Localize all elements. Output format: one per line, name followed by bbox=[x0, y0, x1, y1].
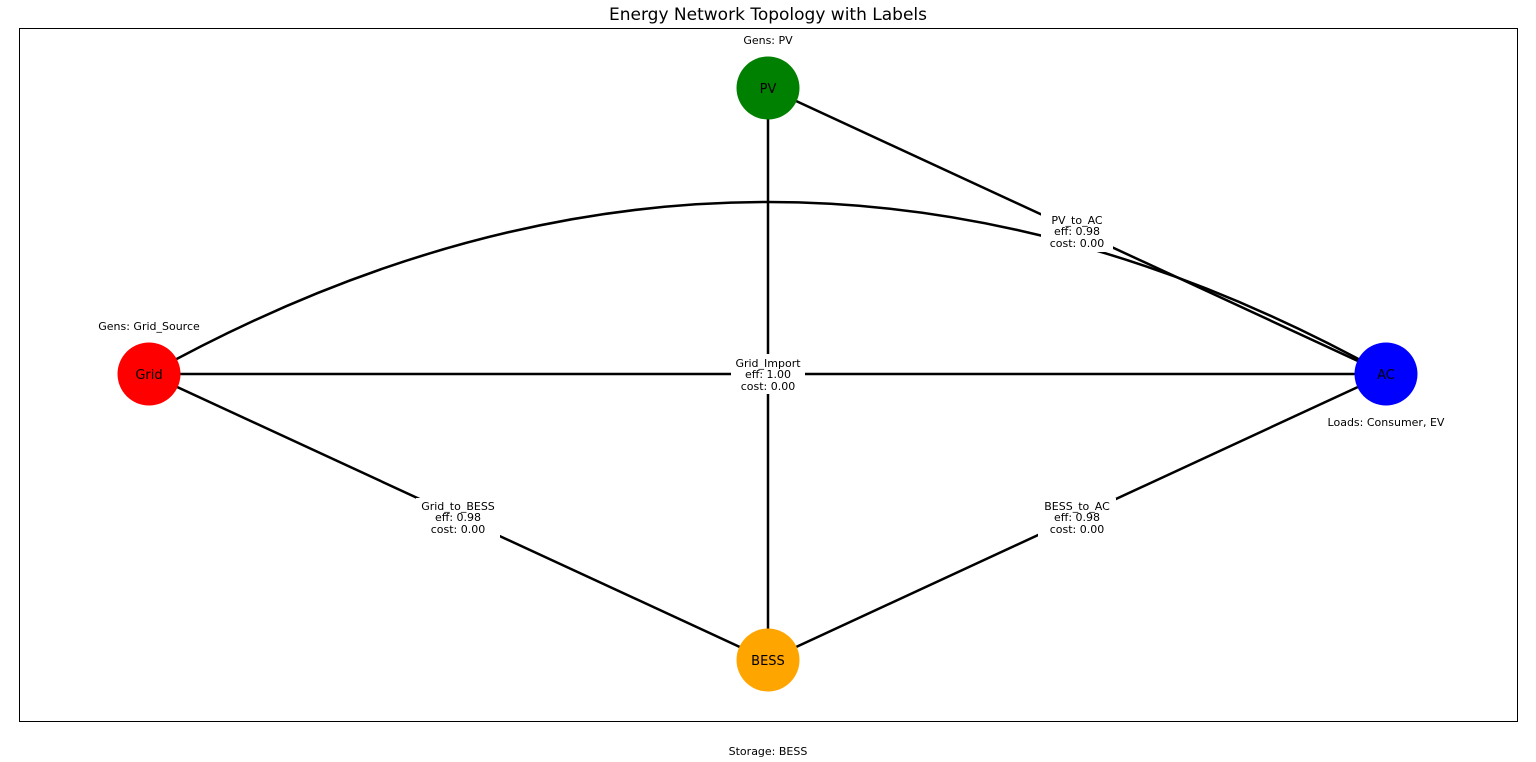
node-bess: BESS bbox=[736, 628, 800, 692]
edge-label-name: BESS_to_AC bbox=[1044, 500, 1110, 513]
edge-label-name: Grid_Import bbox=[735, 357, 801, 370]
node-grid: Grid bbox=[117, 342, 181, 406]
nodes: Grid PV AC BESS bbox=[117, 56, 1418, 692]
edge-label-cost: cost: 0.00 bbox=[431, 523, 486, 536]
edge-label-eff: eff: 0.98 bbox=[1054, 225, 1100, 238]
edge-grid-ac-curved bbox=[148, 200, 1387, 376]
edge-label-bg bbox=[416, 498, 500, 538]
node-circle bbox=[1354, 342, 1418, 406]
node-pv: PV bbox=[736, 56, 800, 120]
node-label: AC bbox=[1377, 368, 1395, 383]
edge-label-cost: cost: 0.00 bbox=[1050, 523, 1105, 536]
edge-label-grid-import: Grid_Import eff: 1.00 cost: 0.00 bbox=[731, 354, 805, 394]
edge-labels: PV_to_AC eff: 0.98 cost: 0.00 Grid_Impor… bbox=[416, 212, 1116, 538]
edge-label-name: PV_to_AC bbox=[1051, 214, 1103, 227]
edge-label-cost: cost: 0.00 bbox=[1050, 237, 1105, 250]
node-ac: AC bbox=[1354, 342, 1418, 406]
node-annotations: Gens: PV Gens: Grid_Source Loads: Consum… bbox=[98, 34, 1445, 758]
annotation-bess: Storage: BESS bbox=[729, 745, 808, 758]
annotation-grid: Gens: Grid_Source bbox=[98, 320, 200, 333]
node-label: Grid bbox=[135, 368, 162, 383]
edge-label-bess-to-ac: BESS_to_AC eff: 0.98 cost: 0.00 bbox=[1038, 498, 1116, 538]
edge-label-eff: eff: 0.98 bbox=[1054, 511, 1100, 524]
node-circle bbox=[736, 628, 800, 692]
edge-label-grid-to-bess: Grid_to_BESS eff: 0.98 cost: 0.00 bbox=[416, 498, 500, 538]
plot-frame bbox=[19, 28, 1518, 722]
edge-label-cost: cost: 0.00 bbox=[741, 380, 796, 393]
edge-label-bg bbox=[1038, 498, 1116, 538]
edge-label-name: Grid_to_BESS bbox=[421, 500, 495, 513]
edge-label-pv-to-ac: PV_to_AC eff: 0.98 cost: 0.00 bbox=[1041, 212, 1113, 252]
edge-label-eff: eff: 1.00 bbox=[745, 368, 791, 381]
diagram-title: Energy Network Topology with Labels bbox=[609, 5, 927, 25]
annotation-ac: Loads: Consumer, EV bbox=[1328, 416, 1445, 429]
edges bbox=[148, 86, 1387, 662]
node-circle bbox=[736, 56, 800, 120]
annotation-pv: Gens: PV bbox=[743, 34, 793, 47]
edge-label-bg bbox=[1041, 212, 1113, 252]
edge-label-eff: eff: 0.98 bbox=[435, 511, 481, 524]
edge-label-bg bbox=[731, 354, 805, 394]
node-label: BESS bbox=[751, 654, 785, 669]
node-circle bbox=[117, 342, 181, 406]
node-label: PV bbox=[760, 82, 777, 97]
